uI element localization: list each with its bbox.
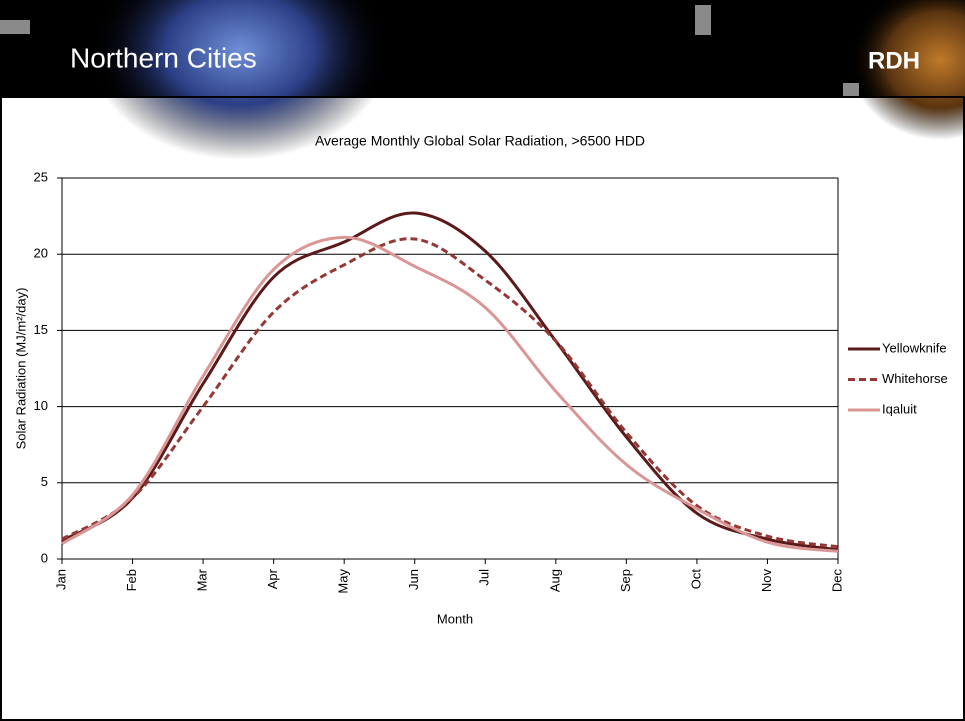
y-axis-label: Solar Radiation (MJ/m²/day): [13, 288, 28, 450]
x-tick-label: Mar: [195, 568, 210, 591]
x-tick-label: May: [336, 569, 351, 594]
series-line: [61, 235, 839, 553]
legend-label: Iqaluit: [882, 401, 917, 416]
x-tick-label: Apr: [265, 568, 280, 589]
x-tick-label: Jul: [477, 569, 492, 586]
x-tick-label: Jun: [406, 569, 421, 590]
decoration: [0, 20, 30, 34]
x-axis-label: Month: [437, 611, 473, 626]
logo: RDH: [868, 47, 920, 74]
x-tick-label: Dec: [829, 569, 844, 593]
series-line: [61, 211, 839, 552]
y-tick-label: 15: [34, 322, 48, 337]
x-tick-label: Feb: [124, 569, 139, 591]
y-tick-label: 0: [41, 550, 48, 565]
x-tick-label: Nov: [759, 569, 774, 593]
slide-frame: [0, 96, 965, 721]
header-glow: [90, 0, 390, 160]
y-tick-label: 20: [34, 246, 48, 261]
chart-title: Average Monthly Global Solar Radiation, …: [315, 133, 645, 149]
y-tick-label: 10: [34, 398, 48, 413]
x-tick-label: Aug: [547, 569, 562, 592]
slide-title: Northern Cities: [70, 42, 257, 73]
y-tick-label: 5: [41, 474, 48, 489]
chart: Average Monthly Global Solar Radiation, …: [13, 133, 947, 627]
legend-label: Whitehorse: [882, 371, 948, 386]
legend-label: Yellowknife: [882, 340, 947, 355]
y-tick-label: 25: [34, 169, 48, 184]
series-line: [61, 237, 839, 549]
decoration: [695, 5, 711, 35]
x-tick-label: Sep: [618, 569, 633, 592]
header-glow: [850, 0, 965, 140]
x-tick-label: Oct: [688, 569, 703, 590]
decoration: [843, 83, 859, 97]
x-tick-label: Jan: [53, 569, 68, 590]
